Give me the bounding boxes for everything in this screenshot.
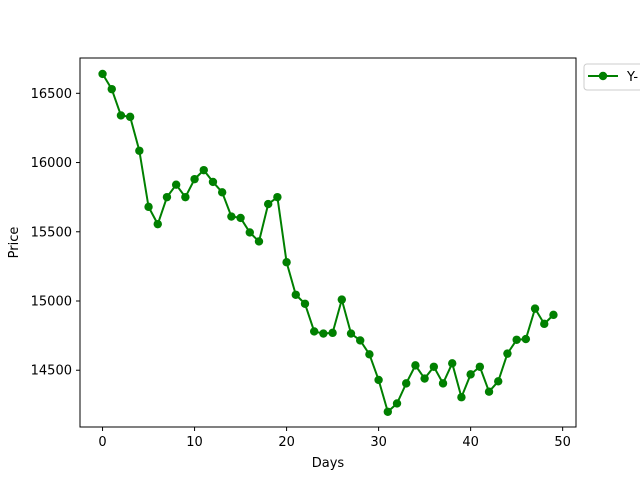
- data-point: [98, 70, 106, 78]
- y-axis-label: Price: [7, 227, 22, 259]
- data-point: [172, 180, 180, 188]
- y-tick-label: 15500: [31, 225, 72, 240]
- data-point: [190, 175, 198, 183]
- data-point: [466, 370, 474, 378]
- data-point: [512, 336, 520, 344]
- data-point: [181, 193, 189, 201]
- data-point: [420, 374, 428, 382]
- y-tick-label: 16000: [31, 156, 72, 171]
- data-point: [227, 212, 235, 220]
- x-axis-label: Days: [312, 456, 345, 471]
- y-tick-label: 14500: [31, 364, 72, 379]
- x-tick-label: 50: [554, 435, 571, 450]
- data-point: [301, 300, 309, 308]
- data-point: [503, 349, 511, 357]
- data-point: [402, 379, 410, 387]
- data-point: [200, 166, 208, 174]
- data-point: [328, 329, 336, 337]
- data-point: [310, 327, 318, 335]
- data-point: [448, 359, 456, 367]
- data-point: [154, 220, 162, 228]
- data-point: [108, 85, 116, 93]
- data-point: [273, 193, 281, 201]
- data-point: [365, 350, 373, 358]
- data-point: [374, 376, 382, 384]
- data-point: [347, 329, 355, 337]
- data-point: [209, 178, 217, 186]
- data-point: [384, 408, 392, 416]
- data-point: [117, 111, 125, 119]
- data-point: [430, 363, 438, 371]
- x-tick-label: 10: [186, 435, 203, 450]
- data-point: [522, 335, 530, 343]
- x-tick-label: 30: [370, 435, 387, 450]
- data-point: [531, 304, 539, 312]
- data-point: [540, 320, 548, 328]
- x-tick-label: 0: [98, 435, 106, 450]
- data-point: [255, 237, 263, 245]
- data-point: [485, 387, 493, 395]
- legend: Y-: [584, 64, 640, 90]
- x-tick-label: 20: [278, 435, 295, 450]
- data-point: [126, 113, 134, 121]
- data-point: [411, 361, 419, 369]
- legend-marker: [599, 72, 607, 80]
- data-point: [356, 336, 364, 344]
- data-point: [246, 228, 254, 236]
- data-point: [439, 379, 447, 387]
- data-point: [218, 188, 226, 196]
- x-tick-label: 40: [462, 435, 479, 450]
- data-point: [338, 295, 346, 303]
- data-point: [264, 200, 272, 208]
- y-tick-label: 16500: [31, 87, 72, 102]
- data-point: [282, 258, 290, 266]
- data-point: [236, 214, 244, 222]
- data-point: [549, 311, 557, 319]
- y-tick-label: 15000: [31, 295, 72, 310]
- data-point: [476, 363, 484, 371]
- data-point: [457, 393, 465, 401]
- data-point: [494, 377, 502, 385]
- data-point: [163, 193, 171, 201]
- legend-label: Y-: [626, 70, 638, 85]
- data-point: [292, 291, 300, 299]
- data-point: [393, 399, 401, 407]
- data-point: [135, 147, 143, 155]
- data-point: [319, 329, 327, 337]
- data-point: [144, 203, 152, 211]
